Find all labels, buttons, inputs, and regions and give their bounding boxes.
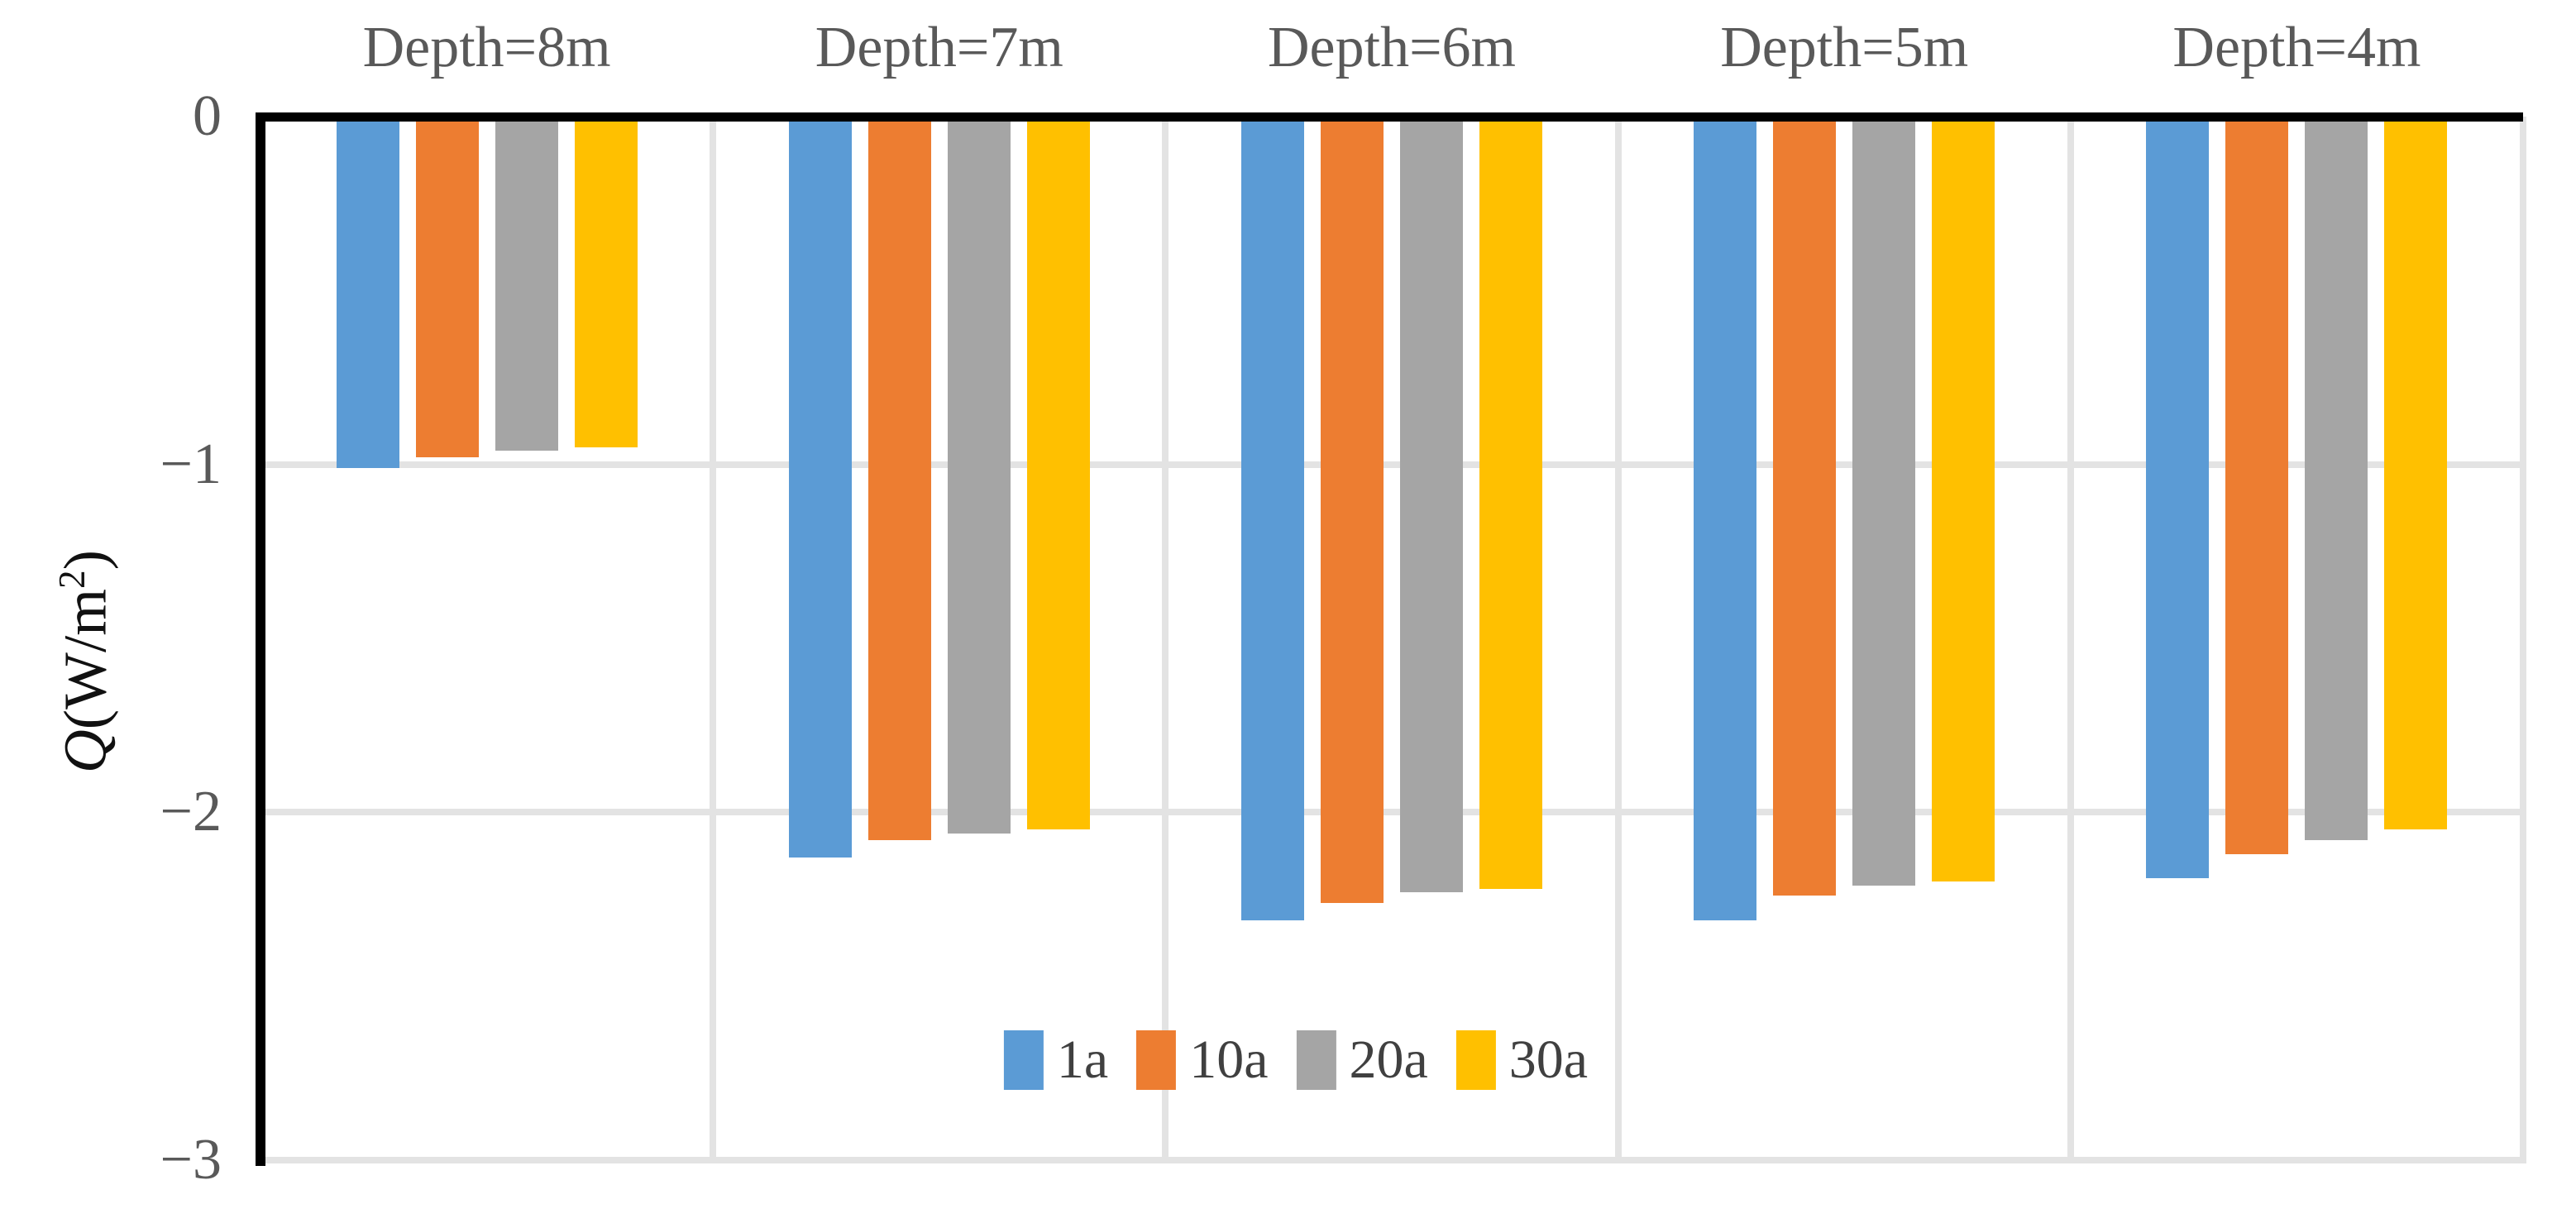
bar-30a-Depth=6m [1479, 117, 1542, 889]
bar-20a-Depth=6m [1400, 117, 1463, 892]
gridline-vertical [710, 117, 717, 1163]
bar-20a-Depth=4m [2305, 117, 2368, 840]
bar-20a-Depth=7m [947, 117, 1011, 834]
bar-10a-Depth=5m [1773, 117, 1837, 896]
bar-30a-Depth=4m [2384, 117, 2448, 829]
bar-20a-Depth=8m [495, 117, 558, 451]
legend-label: 30a [1508, 1030, 1589, 1090]
legend-marker-20a [1296, 1030, 1336, 1090]
legend-item-30a: 30a [1455, 1030, 1589, 1090]
gridline-vertical [1162, 117, 1169, 1163]
bar-1a-Depth=8m [336, 117, 399, 468]
legend-label: 1a [1056, 1030, 1109, 1090]
bar-30a-Depth=5m [1932, 117, 1995, 881]
bar-10a-Depth=7m [867, 117, 931, 840]
category-label: Depth=5m [1720, 16, 1969, 79]
gridline-horizontal [260, 809, 2523, 816]
category-label: Depth=6m [1268, 16, 1516, 79]
legend-item-20a: 20a [1296, 1030, 1428, 1090]
gridline-vertical [2067, 117, 2074, 1163]
bar-1a-Depth=7m [788, 117, 852, 858]
legend: 1a 10a 20a 30a [1003, 1030, 1589, 1090]
bar-1a-Depth=5m [1694, 117, 1757, 920]
bar-30a-Depth=7m [1026, 117, 1090, 829]
x-axis-line [260, 112, 2523, 122]
legend-label: 20a [1349, 1030, 1428, 1090]
y-tick-label: 0 [193, 84, 222, 148]
legend-label: 10a [1189, 1030, 1269, 1090]
legend-item-10a: 10a [1136, 1030, 1269, 1090]
gridline-vertical [1614, 117, 1622, 1163]
category-label: Depth=8m [362, 16, 611, 79]
y-axis-title-unit: (W/m [51, 588, 119, 730]
y-axis-title: Q(W/m2) [51, 550, 119, 773]
bar-10a-Depth=8m [415, 117, 479, 457]
bar-10a-Depth=4m [2225, 117, 2289, 854]
bar-1a-Depth=6m [1241, 117, 1304, 920]
legend-item-1a: 1a [1003, 1030, 1109, 1090]
gridline-vertical [2520, 117, 2526, 1163]
legend-marker-10a [1136, 1030, 1177, 1090]
legend-marker-30a [1455, 1030, 1496, 1090]
y-axis-title-superscript: 2 [51, 570, 93, 589]
y-tick-label: −2 [160, 780, 222, 844]
bar-10a-Depth=6m [1321, 117, 1384, 903]
y-tick-label: −3 [160, 1128, 222, 1192]
bar-20a-Depth=5m [1852, 117, 1916, 886]
y-axis-line [256, 112, 265, 1166]
y-tick-label: −1 [160, 432, 222, 496]
bar-1a-Depth=4m [2146, 117, 2210, 878]
y-axis-title-close: ) [51, 550, 119, 571]
gridline-horizontal [260, 1157, 2523, 1163]
y-axis-title-symbol: Q [51, 729, 119, 773]
category-label: Depth=4m [2172, 16, 2421, 79]
bar-30a-Depth=8m [574, 117, 638, 447]
legend-marker-1a [1003, 1030, 1044, 1090]
gridline-horizontal [260, 461, 2523, 468]
category-label: Depth=7m [815, 16, 1063, 79]
